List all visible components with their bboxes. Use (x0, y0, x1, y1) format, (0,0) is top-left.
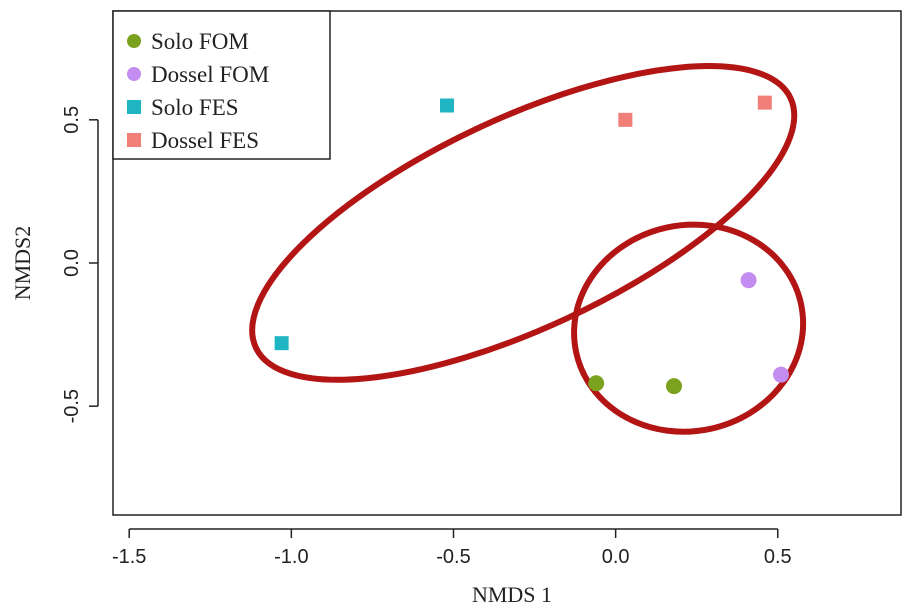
point-solo-fes (274, 336, 289, 351)
point-solo-fes (440, 98, 455, 113)
x-axis: -1.5 -1.0 -0.5 0.0 0.5 (112, 528, 792, 568)
point-dossel-fom (773, 366, 790, 383)
legend-label-solo-fes: Solo FES (151, 95, 239, 120)
group-ellipses (249, 63, 807, 435)
x-tick-label: 0.5 (764, 546, 792, 568)
legend-marker-solo-fom (127, 34, 141, 48)
data-points (274, 95, 790, 395)
group-ellipse-2 (571, 221, 807, 435)
point-dossel-fom (740, 272, 757, 289)
group-ellipse-1 (249, 63, 798, 383)
point-dossel-fes (618, 112, 633, 127)
x-tick-label: -0.5 (436, 546, 470, 568)
y-tick-label: -0.5 (61, 389, 83, 423)
y-axis-label: NMDS2 (10, 226, 35, 301)
legend-label-dossel-fom: Dossel FOM (151, 62, 269, 87)
y-tick-label: 0.0 (61, 249, 83, 277)
legend-box (112, 10, 331, 160)
point-solo-fom (666, 378, 683, 395)
legend-marker-dossel-fom (127, 67, 141, 81)
legend-label-dossel-fes: Dossel FES (151, 128, 259, 153)
legend: Solo FOM Dossel FOM Solo FES Dossel FES (112, 10, 331, 160)
legend-marker-dossel-fes (127, 133, 141, 147)
legend-label-solo-fom: Solo FOM (151, 29, 249, 54)
x-tick-label: 0.0 (602, 546, 630, 568)
point-dossel-fes (757, 95, 772, 110)
x-tick-label: -1.0 (274, 546, 308, 568)
plot-frame (112, 10, 902, 516)
x-tick-label: -1.5 (112, 546, 146, 568)
y-axis: -0.5 0.0 0.5 (61, 106, 99, 423)
x-axis-label: NMDS 1 (472, 582, 552, 607)
y-tick-label: 0.5 (61, 106, 83, 134)
legend-marker-solo-fes (127, 100, 141, 114)
point-solo-fom (588, 375, 605, 392)
